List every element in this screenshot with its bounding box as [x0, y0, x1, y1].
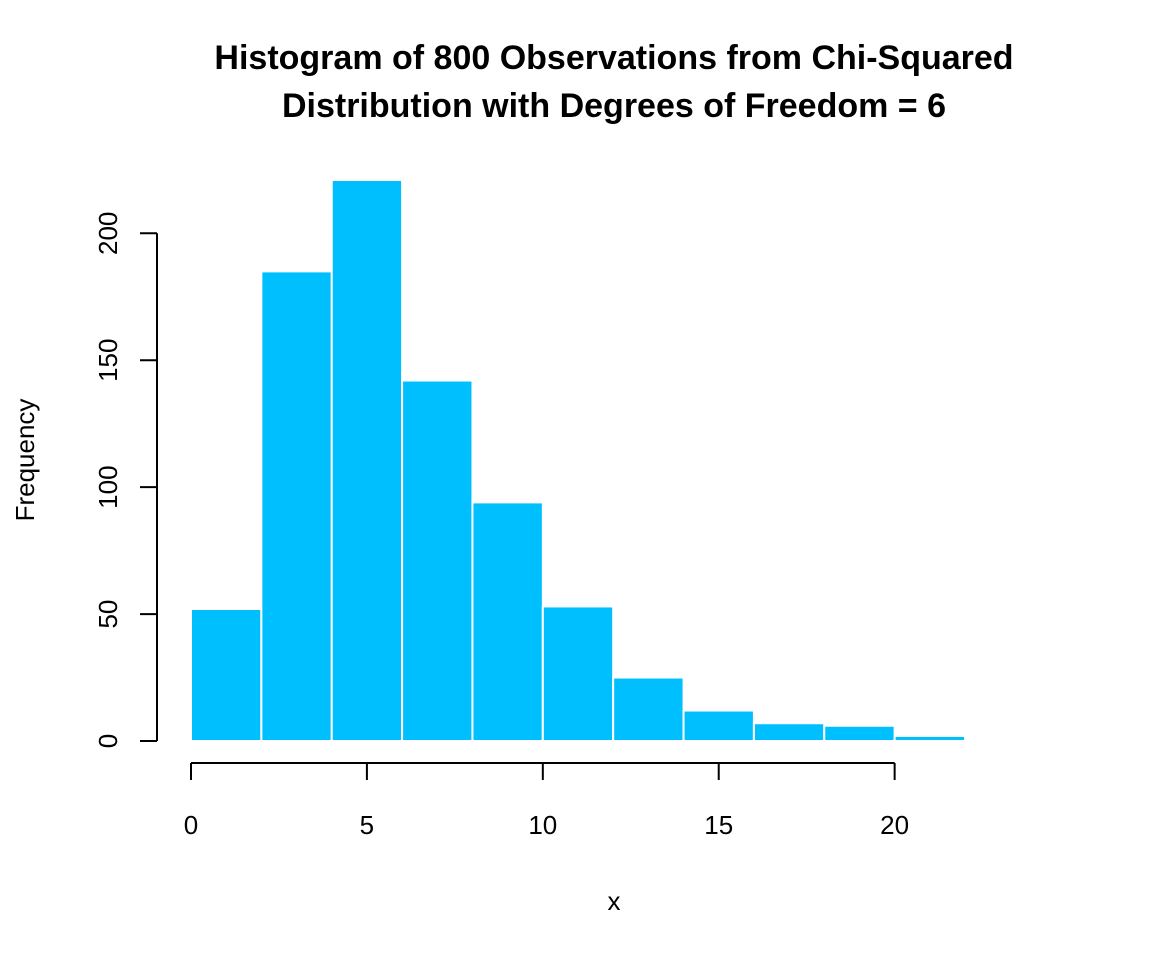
histogram-bar — [471, 501, 544, 742]
chart-title-line-1: Histogram of 800 Observations from Chi-S… — [214, 39, 1013, 77]
chart-title: Histogram of 800 Observations from Chi-S… — [214, 39, 1013, 125]
x-tick-label: 10 — [528, 810, 557, 840]
histogram-bar — [330, 179, 404, 742]
chart-title-line-2: Distribution with Degrees of Freedom = 6 — [282, 87, 946, 125]
y-tick-label: 50 — [93, 600, 123, 629]
y-tick-label: 0 — [93, 734, 123, 748]
x-tick-label: 20 — [880, 810, 909, 840]
y-tick-label: 100 — [93, 465, 123, 508]
histogram-bar — [682, 709, 755, 742]
histogram-bar — [260, 270, 333, 742]
y-axis: 0 50 100 150 200 — [93, 212, 158, 748]
y-axis-label: Frequency — [10, 399, 40, 522]
x-axis: 0 5 10 15 20 — [184, 762, 909, 840]
histogram-bars — [190, 179, 966, 743]
histogram-bar — [541, 605, 615, 743]
histogram-bar — [190, 608, 263, 742]
y-tick-label: 200 — [93, 212, 123, 255]
x-tick-label: 0 — [184, 810, 198, 840]
x-tick-label: 15 — [704, 810, 733, 840]
x-axis-label: x — [608, 886, 621, 916]
histogram-bar — [823, 724, 896, 742]
histogram-bar — [401, 379, 474, 742]
x-tick-label: 5 — [360, 810, 374, 840]
histogram-bar — [752, 722, 826, 743]
histogram-bar — [893, 734, 966, 743]
y-tick-label: 150 — [93, 339, 123, 382]
histogram-bar — [612, 676, 685, 742]
